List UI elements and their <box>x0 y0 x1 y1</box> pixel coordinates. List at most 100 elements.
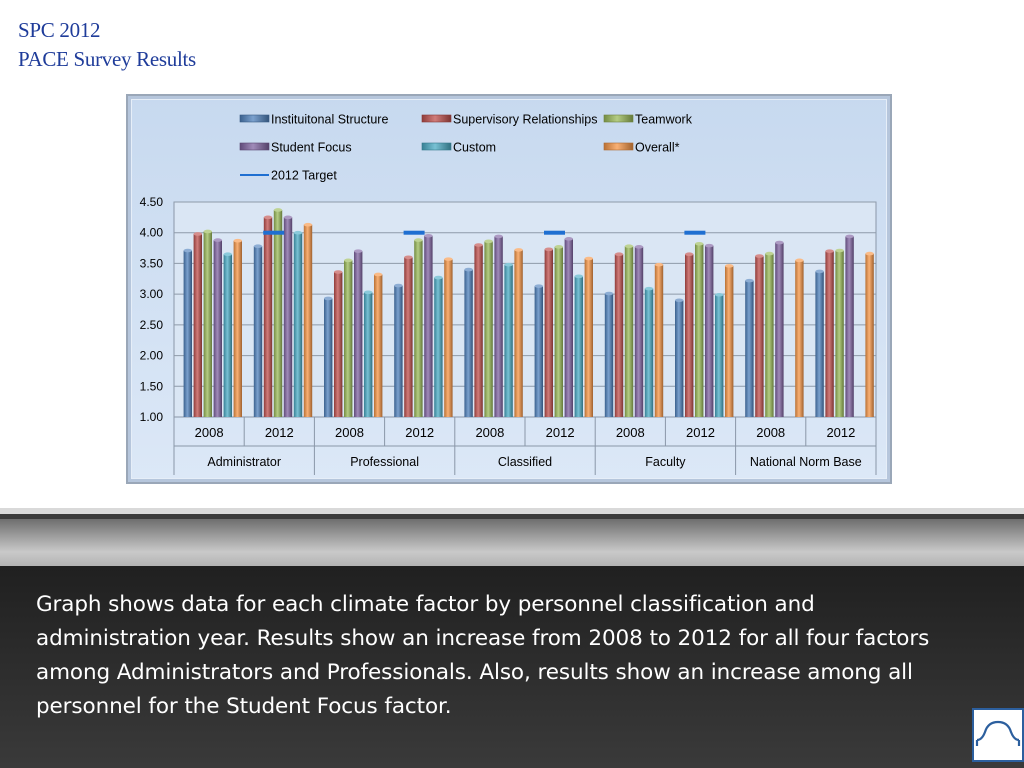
bar-top <box>544 247 553 252</box>
bar <box>183 250 192 417</box>
bar-top <box>825 249 834 253</box>
legend-swatch <box>421 142 452 151</box>
bar-top <box>273 208 283 212</box>
x-tick-label-group: Professional <box>350 455 419 469</box>
y-tick-label: 3.50 <box>140 256 164 270</box>
target-marker <box>544 230 565 235</box>
bar-top <box>253 244 263 249</box>
target-marker <box>684 230 706 235</box>
bar-top <box>695 241 704 246</box>
legend-label: Custom <box>453 141 496 155</box>
bar-top <box>865 251 874 256</box>
bar <box>233 240 242 417</box>
divider-band-light <box>0 508 1024 514</box>
bar-top <box>354 249 363 253</box>
bar <box>404 257 413 417</box>
x-tick-label-year: 2012 <box>546 425 575 440</box>
bar <box>835 250 844 417</box>
bar-top <box>464 267 473 272</box>
y-tick-label: 2.00 <box>140 349 164 363</box>
bar-top <box>303 222 313 227</box>
x-tick-label-group: Faculty <box>645 455 686 469</box>
bar-top <box>344 258 353 263</box>
bar-top <box>725 264 734 268</box>
arch-wave-logo-icon <box>972 708 1024 762</box>
bar-top <box>404 255 413 260</box>
y-tick-label: 4.00 <box>140 226 164 240</box>
bar-top <box>394 283 403 288</box>
bar <box>354 251 363 417</box>
bar-top <box>494 234 503 239</box>
legend-label: Teamwork <box>635 113 693 127</box>
bar-top <box>584 256 593 261</box>
bar-top <box>715 292 724 297</box>
x-tick-label-year: 2008 <box>335 425 364 440</box>
bar-top <box>705 243 714 248</box>
bar-top <box>374 272 383 277</box>
bar-top <box>614 252 624 257</box>
bar <box>695 243 704 417</box>
y-tick-label: 3.00 <box>140 287 164 301</box>
bar-top <box>534 284 543 288</box>
legend-label: Overall* <box>635 141 680 155</box>
bar <box>424 235 433 417</box>
x-tick-label-year: 2012 <box>405 425 434 440</box>
bar-top <box>514 248 523 252</box>
bar <box>715 294 724 417</box>
bar <box>514 249 523 417</box>
x-tick-label-year: 2008 <box>195 425 224 440</box>
bar <box>845 236 854 417</box>
bar-top <box>334 270 343 274</box>
legend-swatch <box>239 114 270 123</box>
legend-label: 2012 Target <box>271 169 337 183</box>
bar <box>293 232 303 417</box>
bar-top <box>675 298 684 303</box>
bar <box>604 293 614 417</box>
bar <box>654 264 664 417</box>
y-tick-label: 1.00 <box>140 410 164 424</box>
bar <box>303 224 313 417</box>
bar-top <box>364 290 373 295</box>
bar <box>344 260 353 417</box>
y-tick-label: 1.50 <box>140 379 164 393</box>
bar <box>484 241 493 417</box>
bar-top <box>835 248 844 253</box>
bar-top <box>574 274 583 279</box>
x-tick-label-group: National Norm Base <box>750 455 862 469</box>
bar-top <box>283 215 293 220</box>
bar <box>705 245 714 417</box>
y-tick-label: 2.50 <box>140 318 164 332</box>
bar <box>614 254 624 417</box>
bar <box>825 251 834 417</box>
x-tick-label-year: 2012 <box>826 425 855 440</box>
bar-top <box>554 245 563 249</box>
bar <box>374 274 383 417</box>
x-tick-label-year: 2008 <box>756 425 785 440</box>
bar-top <box>685 252 694 257</box>
bar <box>865 253 874 417</box>
bar-top <box>845 234 854 239</box>
bar <box>564 238 573 417</box>
bar <box>765 253 774 417</box>
bar-top <box>624 244 634 249</box>
chart-frame: 1.00 1.50 2.00 2.50 3.00 3.50 4.00 4.50 2008 2012… <box>126 94 892 484</box>
bar-top <box>293 230 303 235</box>
bar <box>283 217 293 417</box>
bar <box>685 254 694 417</box>
bar-chart: 1.00 1.50 2.00 2.50 3.00 3.50 4.00 4.50 2008 2012… <box>140 113 877 475</box>
slide-title-line-1: SPC 2012 <box>18 18 101 42</box>
bar-top <box>324 296 333 301</box>
bar-top <box>795 258 804 263</box>
bar-top <box>414 238 423 242</box>
bar <box>544 249 553 417</box>
divider-band-dark <box>0 514 1024 519</box>
bar-top <box>263 215 273 220</box>
bar <box>725 265 734 417</box>
bar <box>464 269 473 417</box>
bar <box>755 256 764 417</box>
bar <box>634 246 644 417</box>
bar-top <box>424 233 433 238</box>
bar <box>203 231 212 417</box>
bar <box>414 240 423 417</box>
bar <box>273 209 283 417</box>
